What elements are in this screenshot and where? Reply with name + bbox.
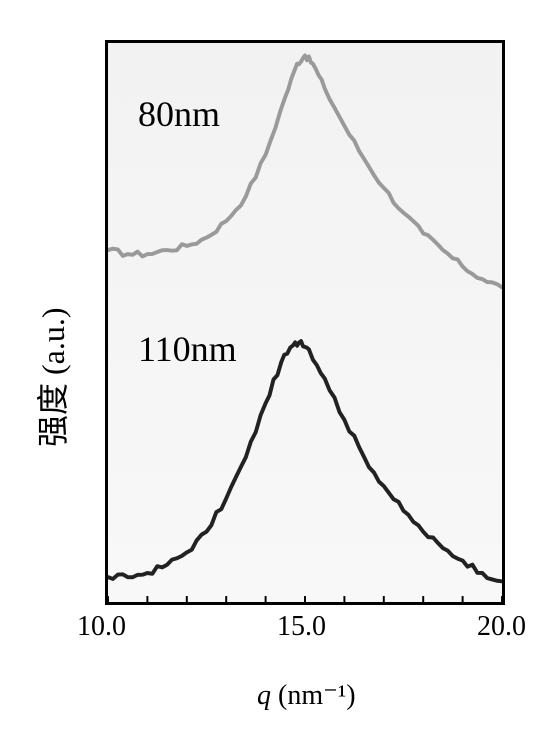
series-label-80nm: 80nm xyxy=(138,93,220,135)
x-tick-2: 20.0 xyxy=(477,611,526,643)
series-path-80nm xyxy=(108,55,502,287)
x-tick-0: 10.0 xyxy=(77,611,126,643)
y-axis-label: 强度 (a.u.) xyxy=(28,307,74,447)
x-axis-unit: (nm⁻¹) xyxy=(278,680,356,711)
x-axis-var: q xyxy=(257,680,271,711)
x-axis-label: q (nm⁻¹) xyxy=(257,678,356,712)
x-tick-1: 15.0 xyxy=(277,611,326,643)
x-minor-ticks xyxy=(108,596,502,602)
plot-area: 80nm 110nm xyxy=(105,40,505,605)
chart-container: 强度 (a.u.) 80nm 110nm 10.0 15.0 20.0 q (n… xyxy=(0,0,559,730)
series-path-110nm xyxy=(108,341,502,581)
series-label-110nm: 110nm xyxy=(138,328,237,370)
y-axis-label-text: 强度 (a.u.) xyxy=(35,307,71,447)
